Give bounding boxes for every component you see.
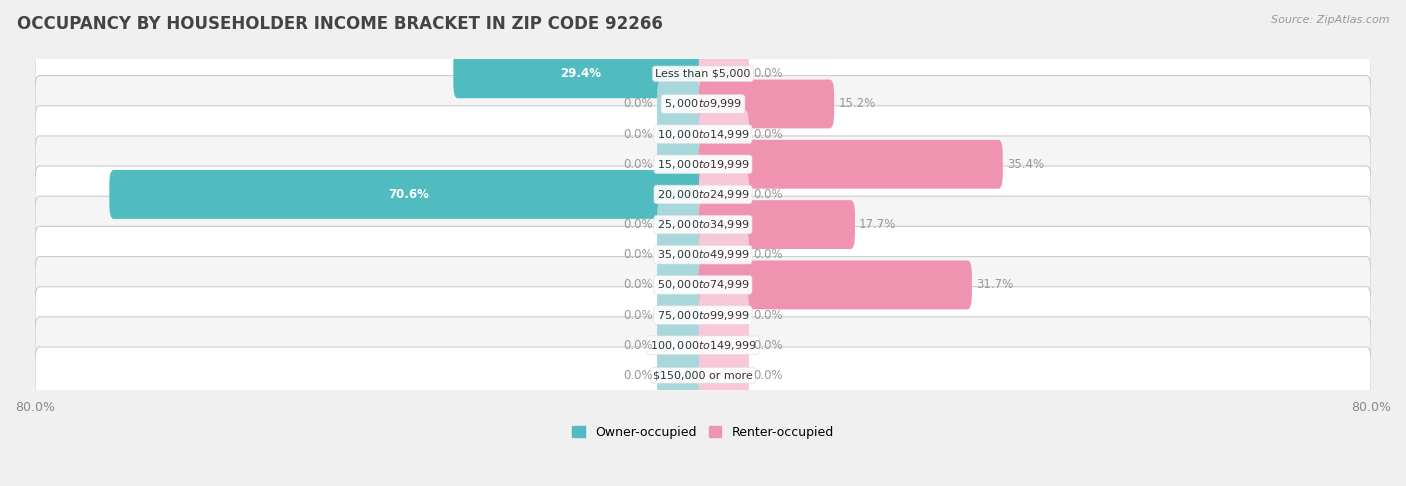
FancyBboxPatch shape — [699, 321, 749, 370]
Text: 35.4%: 35.4% — [1007, 158, 1045, 171]
Text: 0.0%: 0.0% — [623, 218, 652, 231]
FancyBboxPatch shape — [657, 110, 707, 158]
Text: 0.0%: 0.0% — [623, 248, 652, 261]
FancyBboxPatch shape — [35, 166, 1371, 223]
Text: 0.0%: 0.0% — [754, 309, 783, 322]
Text: $100,000 to $149,999: $100,000 to $149,999 — [650, 339, 756, 352]
Text: 0.0%: 0.0% — [623, 128, 652, 140]
Text: 0.0%: 0.0% — [623, 278, 652, 292]
Text: 0.0%: 0.0% — [623, 369, 652, 382]
FancyBboxPatch shape — [699, 291, 749, 340]
FancyBboxPatch shape — [657, 291, 707, 340]
Text: 0.0%: 0.0% — [754, 68, 783, 80]
Text: $150,000 or more: $150,000 or more — [654, 370, 752, 381]
Text: 0.0%: 0.0% — [754, 128, 783, 140]
FancyBboxPatch shape — [699, 170, 749, 219]
FancyBboxPatch shape — [699, 140, 1002, 189]
FancyBboxPatch shape — [699, 200, 855, 249]
Text: $20,000 to $24,999: $20,000 to $24,999 — [657, 188, 749, 201]
FancyBboxPatch shape — [110, 170, 707, 219]
Text: 17.7%: 17.7% — [859, 218, 897, 231]
Text: 0.0%: 0.0% — [623, 158, 652, 171]
FancyBboxPatch shape — [699, 80, 834, 128]
Text: 0.0%: 0.0% — [754, 369, 783, 382]
FancyBboxPatch shape — [35, 136, 1371, 192]
Text: $10,000 to $14,999: $10,000 to $14,999 — [657, 128, 749, 140]
FancyBboxPatch shape — [657, 321, 707, 370]
FancyBboxPatch shape — [35, 257, 1371, 313]
FancyBboxPatch shape — [453, 50, 707, 98]
FancyBboxPatch shape — [657, 260, 707, 309]
FancyBboxPatch shape — [699, 351, 749, 400]
FancyBboxPatch shape — [657, 200, 707, 249]
FancyBboxPatch shape — [699, 260, 972, 309]
FancyBboxPatch shape — [699, 110, 749, 158]
FancyBboxPatch shape — [35, 317, 1371, 374]
FancyBboxPatch shape — [657, 140, 707, 189]
FancyBboxPatch shape — [699, 230, 749, 279]
Text: 0.0%: 0.0% — [623, 309, 652, 322]
Text: 15.2%: 15.2% — [838, 98, 876, 110]
Legend: Owner-occupied, Renter-occupied: Owner-occupied, Renter-occupied — [568, 421, 838, 444]
Text: 70.6%: 70.6% — [388, 188, 429, 201]
FancyBboxPatch shape — [35, 106, 1371, 162]
Text: 0.0%: 0.0% — [754, 248, 783, 261]
Text: 0.0%: 0.0% — [623, 98, 652, 110]
Text: 0.0%: 0.0% — [754, 339, 783, 352]
Text: $75,000 to $99,999: $75,000 to $99,999 — [657, 309, 749, 322]
Text: 31.7%: 31.7% — [976, 278, 1014, 292]
FancyBboxPatch shape — [699, 50, 749, 98]
Text: OCCUPANCY BY HOUSEHOLDER INCOME BRACKET IN ZIP CODE 92266: OCCUPANCY BY HOUSEHOLDER INCOME BRACKET … — [17, 15, 662, 33]
Text: 29.4%: 29.4% — [560, 68, 600, 80]
FancyBboxPatch shape — [35, 287, 1371, 344]
Text: $25,000 to $34,999: $25,000 to $34,999 — [657, 218, 749, 231]
Text: $5,000 to $9,999: $5,000 to $9,999 — [664, 98, 742, 110]
FancyBboxPatch shape — [657, 80, 707, 128]
Text: 0.0%: 0.0% — [623, 339, 652, 352]
Text: Source: ZipAtlas.com: Source: ZipAtlas.com — [1271, 15, 1389, 25]
FancyBboxPatch shape — [35, 226, 1371, 283]
FancyBboxPatch shape — [35, 76, 1371, 132]
Text: $15,000 to $19,999: $15,000 to $19,999 — [657, 158, 749, 171]
Text: 0.0%: 0.0% — [754, 188, 783, 201]
FancyBboxPatch shape — [35, 347, 1371, 404]
Text: $35,000 to $49,999: $35,000 to $49,999 — [657, 248, 749, 261]
FancyBboxPatch shape — [657, 351, 707, 400]
Text: $50,000 to $74,999: $50,000 to $74,999 — [657, 278, 749, 292]
FancyBboxPatch shape — [35, 196, 1371, 253]
FancyBboxPatch shape — [35, 46, 1371, 102]
Text: Less than $5,000: Less than $5,000 — [655, 69, 751, 79]
FancyBboxPatch shape — [657, 230, 707, 279]
